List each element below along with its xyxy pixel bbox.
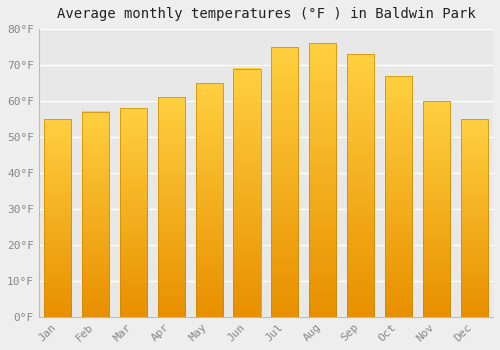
Bar (158, 97, 185, 317)
Bar (44, 119, 72, 317)
Bar (422, 101, 450, 317)
Bar (460, 119, 488, 317)
Bar (120, 108, 147, 317)
Title: Average monthly temperatures (°F ) in Baldwin Park: Average monthly temperatures (°F ) in Ba… (56, 7, 476, 21)
Bar (196, 83, 223, 317)
Bar (385, 76, 412, 317)
Bar (347, 54, 374, 317)
Bar (271, 47, 298, 317)
Bar (309, 43, 336, 317)
Bar (234, 69, 260, 317)
Bar (82, 112, 109, 317)
